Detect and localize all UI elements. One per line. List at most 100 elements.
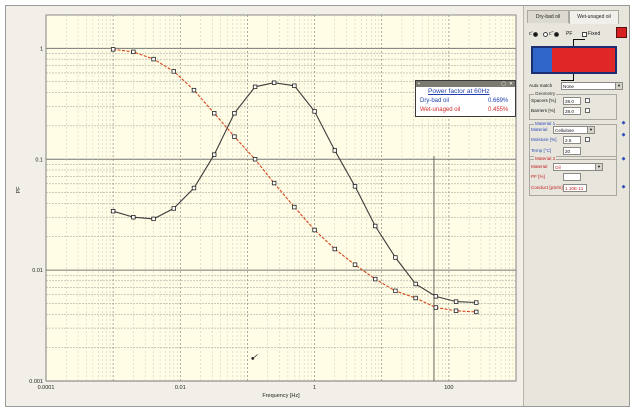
material-select[interactable]: Cellulose ▼ — [553, 126, 595, 134]
data-point-marker — [413, 295, 418, 301]
data-point-marker — [332, 148, 337, 153]
close-icon[interactable]: ✕ — [508, 81, 513, 87]
barrier-region — [533, 48, 552, 72]
plot-background — [45, 14, 517, 382]
display-mode-radios: c' c'' PF Fixed — [529, 29, 629, 43]
data-point-marker — [212, 152, 217, 157]
data-point-marker — [171, 69, 176, 74]
tab-wet-unaged-oil[interactable]: Wet-unaged oil — [569, 10, 619, 24]
barriers-lock-checkbox[interactable] — [585, 108, 590, 113]
material2-group-label: Material 2 — [534, 156, 557, 161]
power-factor-window[interactable]: ▪ ▢ ✕ Power factor at 60Hz Dry-bad oil 0… — [415, 80, 516, 117]
data-point-marker — [352, 262, 358, 267]
series-color-swatch[interactable] — [616, 27, 627, 38]
oil-pf-field[interactable] — [563, 173, 581, 181]
y-tick-label: 0.001 — [29, 379, 43, 385]
data-point-marker — [131, 215, 136, 220]
data-point-marker — [292, 204, 297, 210]
checkbox-box — [582, 31, 587, 37]
radio-eps-imag[interactable]: c'' — [543, 31, 560, 37]
data-point-marker — [151, 56, 156, 62]
barriers-field[interactable]: 28.0 — [563, 107, 581, 115]
data-point-marker — [191, 87, 197, 93]
chevron-down-icon: ▼ — [595, 164, 602, 170]
electrode-lead — [573, 74, 574, 80]
oil-pf-label: PF [%] — [531, 174, 545, 179]
temperature-field[interactable]: 20 — [563, 147, 581, 155]
radio-dot — [554, 31, 560, 37]
spacers-label: Spacers [%] — [531, 98, 556, 103]
material2-value: Oil — [555, 165, 561, 170]
fixed-color-label: Fixed — [588, 31, 601, 37]
radio-eps-real[interactable]: c' — [529, 31, 539, 37]
dry-bad-oil-value: 0.669% — [488, 98, 509, 104]
power-factor-window-titlebar[interactable]: ▪ ▢ ✕ — [416, 81, 515, 87]
material2-group: Material 2 — [529, 156, 617, 196]
data-point-marker — [373, 276, 378, 282]
y-tick-label: 1 — [40, 46, 43, 52]
data-point-marker — [393, 288, 398, 294]
x-tick-label: 0.0001 — [38, 385, 55, 391]
pf-frequency-chart[interactable]: 0.0001 0.01 1 100 1 0.1 0.01 0.001 Frequency [Hz… — [6, 6, 523, 406]
barriers-label: Barriers [%] — [531, 108, 555, 113]
electrode-lead — [573, 39, 574, 46]
data-point-marker — [252, 84, 258, 90]
electrode-lead — [573, 39, 585, 40]
x-tick-label: 1 — [313, 385, 316, 391]
pin-icon[interactable]: ▢ — [501, 81, 506, 87]
moisture-lock-checkbox[interactable] — [585, 137, 590, 142]
fixed-color-checkbox[interactable]: Fixed — [582, 31, 600, 37]
data-point-marker — [271, 80, 277, 85]
wet-unaged-oil-value: 0.455% — [488, 107, 509, 113]
insulation-model-diagram — [531, 46, 617, 74]
x-tick-label: 0.01 — [175, 385, 186, 391]
info-icon[interactable]: ◆ — [621, 132, 626, 138]
radio-dot — [543, 31, 548, 37]
auto-match-value: None — [563, 84, 574, 89]
conductivity-field[interactable]: 1.10E-11 — [563, 184, 587, 192]
sample-tabs: Dry-bad oil Wet-unaged oil — [525, 10, 629, 24]
spacers-lock-checkbox[interactable] — [585, 98, 590, 103]
tab-dry-bad-oil[interactable]: Dry-bad oil — [527, 10, 569, 23]
data-point-marker — [292, 83, 297, 88]
info-icon[interactable]: ◆ — [621, 184, 626, 190]
auto-match-select[interactable]: None ▼ — [561, 82, 623, 90]
chevron-down-icon: ▼ — [587, 127, 594, 133]
data-point-marker — [453, 299, 459, 304]
data-point-marker — [474, 300, 479, 305]
radio-pf-label: PF — [566, 31, 573, 37]
radio-eps-imag-label: c'' — [549, 31, 554, 37]
info-icon[interactable]: ◆ — [621, 156, 626, 162]
data-point-marker — [271, 180, 277, 186]
material2-label: Material — [531, 164, 548, 169]
data-point-marker — [131, 49, 136, 55]
data-point-marker — [413, 281, 418, 287]
data-point-marker — [393, 255, 398, 260]
electrode-lead — [561, 80, 574, 81]
data-point-marker — [212, 111, 217, 116]
data-point-marker — [312, 109, 317, 114]
dry-bad-oil-label: Dry-bad oil — [420, 98, 450, 104]
moisture-field[interactable]: 2.5 — [563, 136, 581, 144]
data-point-marker — [171, 206, 176, 211]
data-point-marker — [433, 305, 439, 310]
data-point-marker — [474, 309, 479, 315]
y-tick-label: 0.01 — [32, 268, 43, 274]
data-point-marker — [191, 185, 197, 191]
data-point-marker — [232, 134, 237, 139]
data-point-marker — [373, 223, 378, 229]
stray-marker-tail — [252, 354, 258, 359]
settings-panel: Dry-bad oil Wet-unaged oil c' c'' PF Fix… — [525, 6, 629, 406]
info-icon[interactable]: ◆ — [621, 120, 626, 126]
conductivity-label: Conduct [pS/m] — [531, 185, 563, 190]
spacers-field[interactable]: 28.0 — [563, 97, 581, 105]
data-point-marker — [110, 47, 116, 52]
y-tick-label: 0.1 — [35, 157, 43, 163]
chevron-down-icon: ▼ — [615, 83, 622, 89]
radio-pf[interactable]: PF — [566, 31, 572, 37]
power-factor-title: Power factor at 60Hz — [428, 88, 490, 95]
data-point-marker — [151, 216, 156, 222]
material2-select[interactable]: Oil ▼ — [553, 163, 603, 171]
x-axis-label: Frequency [Hz] — [262, 393, 300, 399]
data-point-marker — [332, 246, 337, 252]
